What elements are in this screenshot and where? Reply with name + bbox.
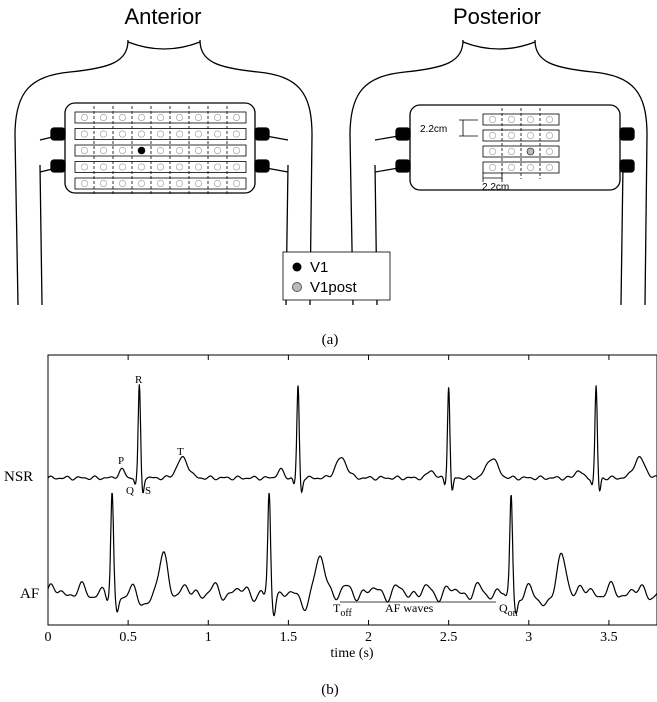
annotations: R P Q S T Toff AF waves Qon bbox=[118, 374, 518, 619]
traces bbox=[48, 384, 657, 615]
x-tick-label: 0.5 bbox=[119, 630, 137, 645]
x-tick-label: 3 bbox=[525, 630, 532, 645]
electrode bbox=[527, 148, 534, 155]
x-tick-label: 1.5 bbox=[280, 630, 298, 645]
legend-marker bbox=[293, 283, 302, 292]
dimension-label: 2.2cm bbox=[482, 182, 509, 193]
legend-label: V1 bbox=[310, 259, 328, 276]
annotation-main: Q bbox=[499, 601, 508, 615]
strap-clip bbox=[255, 128, 269, 140]
ecg-trace bbox=[48, 384, 657, 492]
x-tick-label: 3.5 bbox=[600, 630, 618, 645]
strap-clip bbox=[620, 160, 634, 172]
dimension-label: 2.2cm bbox=[420, 124, 447, 135]
strap-clip bbox=[51, 128, 65, 140]
caption: (b) bbox=[321, 682, 339, 698]
figure: Anterior Posterior 2.2cm 2.2cm V1 V1post… bbox=[0, 0, 657, 702]
strap-clip bbox=[620, 128, 634, 140]
trace-label: AF bbox=[20, 586, 39, 602]
electrode-panel bbox=[65, 103, 255, 193]
annotation: Q bbox=[126, 485, 134, 497]
annotation: P bbox=[118, 455, 124, 467]
x-tick-label: 1 bbox=[205, 630, 212, 645]
strap-clip bbox=[51, 160, 65, 172]
trace-label: NSR bbox=[4, 469, 33, 485]
posterior-title: Posterior bbox=[453, 4, 541, 29]
strap-clip bbox=[396, 160, 410, 172]
annotation: T bbox=[177, 446, 184, 458]
legend-label: V1post bbox=[310, 279, 358, 296]
torso bbox=[350, 40, 647, 305]
electrode bbox=[138, 147, 145, 154]
annotation: R bbox=[135, 374, 143, 386]
strap-clip bbox=[396, 128, 410, 140]
electrode-panel bbox=[410, 105, 620, 190]
x-tick-label: 0 bbox=[45, 630, 52, 645]
anterior-title: Anterior bbox=[124, 4, 201, 29]
annotation: Toff bbox=[333, 601, 352, 619]
legend-marker bbox=[293, 263, 302, 272]
x-tick-label: 2.5 bbox=[440, 630, 458, 645]
ecg-trace bbox=[48, 493, 657, 616]
annotation: S bbox=[145, 485, 151, 497]
annotation-sub: off bbox=[340, 608, 352, 619]
strap-clip bbox=[255, 160, 269, 172]
x-tick-label: 2 bbox=[365, 630, 372, 645]
annotation: AF waves bbox=[385, 601, 434, 615]
x-axis: 0 0.5 1 1.5 2 2.5 3 3.5 bbox=[45, 355, 618, 645]
annotation-sub: on bbox=[508, 608, 518, 619]
x-axis-label: time (s) bbox=[330, 646, 373, 661]
caption: (a) bbox=[322, 332, 339, 348]
